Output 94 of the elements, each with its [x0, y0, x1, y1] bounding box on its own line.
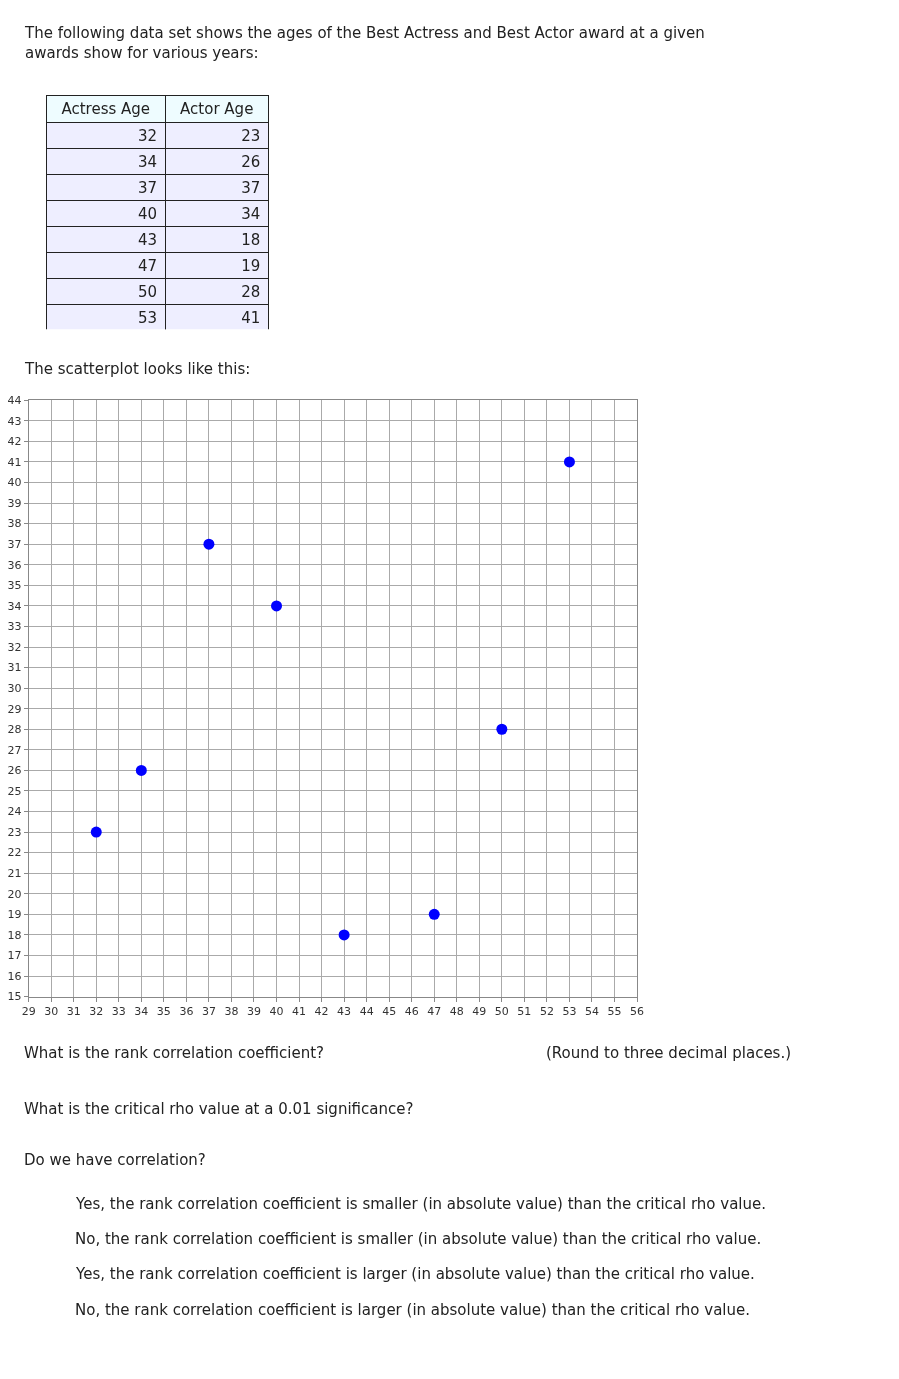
x-tick-label: 40	[269, 1004, 284, 1018]
x-tick-label: 47	[427, 1004, 442, 1018]
x-tick-label: 49	[472, 1004, 487, 1018]
text: 26	[241, 153, 261, 172]
x-tick-label: 52	[539, 1004, 554, 1018]
x-tick-label: 39	[246, 1004, 261, 1018]
y-tick-label: 25	[7, 784, 22, 798]
y-tick-label: 16	[7, 969, 22, 983]
point	[90, 826, 102, 838]
point	[135, 764, 147, 776]
chart-subtitle: The scatterplot looks like this:	[24, 360, 251, 378]
y-tick-label: 24	[7, 805, 22, 819]
y-tick-label: 42	[7, 435, 22, 449]
x-tick-label: 44	[359, 1004, 374, 1018]
y-tick-label: 44	[7, 394, 22, 408]
y-tick-label: 33	[7, 620, 22, 634]
y-tick-label: 17	[7, 949, 22, 963]
x-tick-label: 45	[382, 1004, 397, 1018]
text: 32	[138, 127, 158, 146]
y-tick-label: 28	[7, 723, 22, 737]
y-tick-label: 36	[7, 558, 22, 572]
y-tick-label: 32	[7, 640, 22, 654]
x-tick-label: 50	[494, 1004, 509, 1018]
text: What is the rank correlation coefficient?	[24, 1044, 325, 1062]
text: Yes, the rank correlation coefficient is larger (in absolute value) than the critical rho value.	[75, 1265, 755, 1283]
text: What is the critical rho value at a 0.01 significance?	[24, 1100, 414, 1118]
text: 34	[138, 153, 158, 172]
y-tick-label: 18	[7, 928, 22, 942]
text: Yes, the rank correlation coefficient is smaller (in absolute value) than the critical rho value.	[75, 1195, 767, 1213]
text: 53	[138, 309, 158, 328]
text: 41	[241, 309, 261, 328]
y-tick-label: 41	[7, 455, 22, 469]
x-tick-label: 54	[584, 1004, 599, 1018]
y-tick-label: 37	[7, 538, 22, 552]
x-tick-label: 30	[44, 1004, 59, 1018]
chart-title: The following data set shows the ages of the Best Actress and Best Actor award at a given awards show for various years:	[24, 24, 705, 62]
x-tick-label: 31	[66, 1004, 81, 1018]
x-tick-label: 46	[404, 1004, 419, 1018]
x-tick-label: 35	[156, 1004, 171, 1018]
x-tick-label: 29	[21, 1004, 36, 1018]
text: 28	[241, 283, 261, 302]
y-tick-label: 35	[7, 579, 22, 593]
y-tick-label: 31	[7, 661, 22, 675]
y-tick-label: 29	[7, 702, 22, 716]
y-tick-label: 22	[7, 846, 22, 860]
point	[338, 929, 350, 941]
text: 40	[138, 205, 158, 224]
y-tick-label: 20	[7, 887, 22, 901]
text: 18	[241, 231, 261, 250]
y-tick-label: 19	[7, 908, 22, 922]
x-tick-label: 48	[449, 1004, 464, 1018]
x-tick-label: 56	[630, 1004, 645, 1018]
x-tick-label: 43	[337, 1004, 352, 1018]
y-tick-label: 40	[7, 476, 22, 490]
text: 19	[241, 257, 261, 276]
x-tick-label: 33	[111, 1004, 126, 1018]
x-tick-label: 53	[562, 1004, 577, 1018]
y-tick-label: 43	[7, 414, 22, 428]
text: Do we have correlation?	[24, 1151, 206, 1169]
point	[271, 600, 283, 612]
y-tick-label: 27	[7, 743, 22, 757]
text: 43	[138, 231, 158, 250]
y-tick-label: 30	[7, 681, 22, 695]
x-tick-label: 51	[517, 1004, 532, 1018]
text: No, the rank correlation coefficient is smaller (in absolute value) than the critical rho value.	[75, 1230, 762, 1248]
y-tick-label: 15	[7, 990, 22, 1004]
text: 50	[138, 283, 158, 302]
y-tick-label: 23	[7, 825, 22, 839]
point	[563, 456, 575, 468]
text: 23	[241, 127, 261, 146]
text: Actor Age	[180, 100, 254, 119]
x-tick-label: 34	[134, 1004, 149, 1018]
y-tick-label: 38	[7, 517, 22, 531]
point	[428, 908, 440, 920]
x-tick-label: 42	[314, 1004, 329, 1018]
text: 47	[138, 257, 158, 276]
y-tick-label: 21	[7, 867, 22, 881]
text: 34	[241, 205, 261, 224]
x-tick-label: 36	[179, 1004, 194, 1018]
y-tick-label: 34	[7, 599, 22, 613]
x-tick-label: 41	[292, 1004, 307, 1018]
point	[203, 538, 215, 550]
text: Actress Age	[61, 100, 151, 119]
text: 37	[241, 179, 261, 198]
x-tick-label: 55	[607, 1004, 622, 1018]
x-tick-label: 37	[201, 1004, 216, 1018]
text: (Round to three decimal places.)	[546, 1044, 792, 1062]
y-tick-label: 26	[7, 764, 22, 778]
x-tick-label: 32	[89, 1004, 104, 1018]
x-tick-label: 38	[224, 1004, 239, 1018]
text: No, the rank correlation coefficient is larger (in absolute value) than the critical rho value.	[75, 1301, 751, 1319]
text: 37	[138, 179, 158, 198]
y-tick-label: 39	[7, 496, 22, 510]
point	[496, 723, 508, 735]
